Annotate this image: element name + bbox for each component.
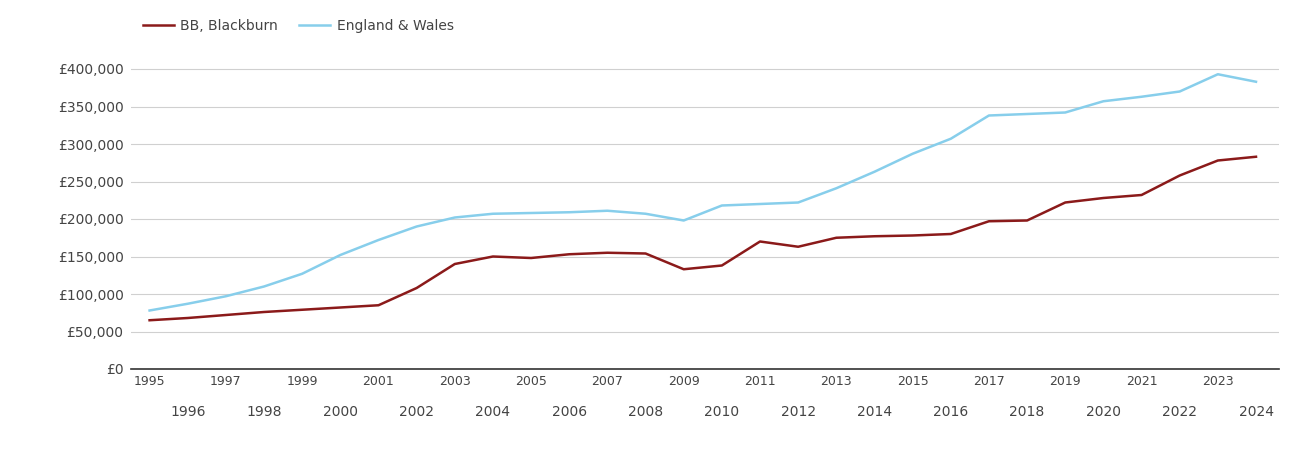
England & Wales	[791, 200, 806, 205]
Line: England & Wales: England & Wales	[150, 74, 1255, 310]
BB, Blackburn	[867, 234, 882, 239]
BB, Blackburn	[752, 239, 767, 244]
BB, Blackburn	[676, 266, 692, 272]
England & Wales	[333, 252, 348, 258]
BB, Blackburn	[523, 255, 539, 261]
BB, Blackburn	[1172, 173, 1188, 178]
BB, Blackburn	[448, 261, 463, 267]
England & Wales	[981, 113, 997, 118]
England & Wales	[599, 208, 615, 213]
England & Wales	[1096, 99, 1112, 104]
England & Wales	[1172, 89, 1188, 94]
England & Wales	[295, 271, 311, 276]
England & Wales	[408, 224, 424, 229]
England & Wales	[944, 136, 959, 141]
Line: BB, Blackburn: BB, Blackburn	[150, 157, 1255, 320]
England & Wales	[180, 301, 196, 306]
BB, Blackburn	[371, 302, 386, 308]
England & Wales	[752, 201, 767, 207]
BB, Blackburn	[485, 254, 501, 259]
England & Wales	[904, 151, 920, 157]
BB, Blackburn	[638, 251, 654, 256]
BB, Blackburn	[829, 235, 844, 240]
England & Wales	[867, 169, 882, 175]
BB, Blackburn	[1057, 200, 1073, 205]
BB, Blackburn	[180, 315, 196, 321]
England & Wales	[1248, 79, 1263, 85]
England & Wales	[714, 203, 729, 208]
BB, Blackburn	[408, 285, 424, 291]
England & Wales	[218, 293, 234, 299]
BB, Blackburn	[904, 233, 920, 238]
England & Wales	[561, 210, 577, 215]
Legend: BB, Blackburn, England & Wales: BB, Blackburn, England & Wales	[137, 14, 459, 39]
England & Wales	[523, 210, 539, 216]
England & Wales	[1019, 111, 1035, 117]
BB, Blackburn	[1096, 195, 1112, 201]
England & Wales	[676, 218, 692, 223]
BB, Blackburn	[791, 244, 806, 249]
England & Wales	[1134, 94, 1150, 99]
England & Wales	[371, 237, 386, 243]
BB, Blackburn	[1248, 154, 1263, 159]
England & Wales	[1210, 72, 1225, 77]
BB, Blackburn	[1210, 158, 1225, 163]
BB, Blackburn	[333, 305, 348, 310]
BB, Blackburn	[1134, 192, 1150, 198]
BB, Blackburn	[218, 312, 234, 318]
England & Wales	[638, 211, 654, 216]
BB, Blackburn	[714, 263, 729, 268]
England & Wales	[256, 284, 271, 289]
England & Wales	[1057, 110, 1073, 115]
BB, Blackburn	[142, 318, 158, 323]
BB, Blackburn	[1019, 218, 1035, 223]
BB, Blackburn	[256, 309, 271, 315]
BB, Blackburn	[561, 252, 577, 257]
BB, Blackburn	[981, 219, 997, 224]
BB, Blackburn	[599, 250, 615, 256]
England & Wales	[142, 308, 158, 313]
England & Wales	[485, 211, 501, 216]
England & Wales	[448, 215, 463, 220]
England & Wales	[829, 185, 844, 191]
BB, Blackburn	[944, 231, 959, 237]
BB, Blackburn	[295, 307, 311, 312]
